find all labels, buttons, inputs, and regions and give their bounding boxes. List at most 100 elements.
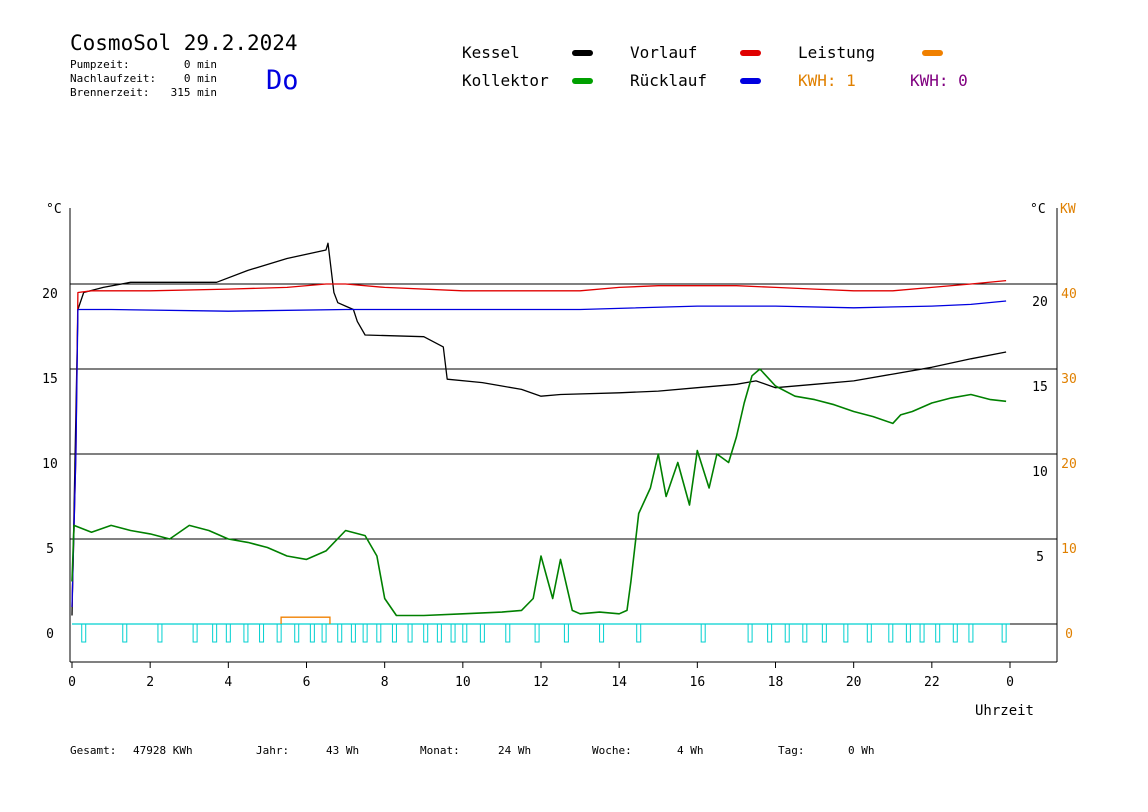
right-power-tick-label: 10 <box>1061 542 1077 557</box>
pump-pulse <box>321 623 327 643</box>
pump-pulse <box>337 623 343 643</box>
left-tick-label: 5 <box>46 542 54 557</box>
footer-woche-label: Woche: <box>592 744 632 757</box>
right-temp-tick-label: 15 <box>1032 380 1048 395</box>
x-tick-label: 18 <box>768 675 784 690</box>
footer-woche-value: 4 Wh <box>677 744 704 757</box>
left-tick-label: 10 <box>42 457 58 472</box>
pump-pulses <box>72 623 1010 643</box>
footer-monat-value: 24 Wh <box>498 744 531 757</box>
pump-pulse <box>450 623 456 643</box>
pump-pulse <box>843 623 849 643</box>
pump-pulse <box>350 623 356 643</box>
legend-label-leistung: Leistung <box>798 43 875 62</box>
pump-pulse <box>122 623 128 643</box>
pump-pulse <box>821 623 827 643</box>
pump-pulse <box>935 623 941 643</box>
pump-pulse <box>599 623 605 643</box>
stat-pumpzeit-label: Pumpzeit: <box>70 58 130 71</box>
right-power-tick-label: 0 <box>1065 627 1073 642</box>
x-tick-label: 0 <box>1006 675 1014 690</box>
right-axis-power-unit: KW <box>1060 202 1076 217</box>
left-axis-ticks: 0 5 10 15 20 <box>42 287 58 642</box>
pump-pulse <box>276 623 282 643</box>
pump-pulse <box>534 623 540 643</box>
legend-label-kollektor: Kollektor <box>462 71 549 90</box>
x-tick-label: 16 <box>690 675 706 690</box>
x-tick-label: 6 <box>303 675 311 690</box>
pump-pulse <box>192 623 198 643</box>
x-tick-label: 14 <box>611 675 627 690</box>
pump-pulse <box>919 623 925 643</box>
legend: Kessel Vorlauf Leistung Kollektor Rückla… <box>462 43 968 90</box>
pump-pulse <box>866 623 872 643</box>
pump-pulse <box>362 623 368 643</box>
pump-pulse <box>747 623 753 643</box>
x-tick-label: 22 <box>924 675 940 690</box>
x-axis-label: Uhrzeit <box>975 703 1034 719</box>
pump-pulse <box>767 623 773 643</box>
right-axis-power-ticks: 0 10 20 30 40 <box>1061 287 1077 642</box>
pump-pulse <box>259 623 265 643</box>
pump-pulse <box>968 623 974 643</box>
right-temp-tick-label: 5 <box>1036 550 1044 565</box>
footer-gesamt-label: Gesamt: <box>70 744 116 757</box>
pump-pulse <box>905 623 911 643</box>
footer-jahr-label: Jahr: <box>256 744 289 757</box>
pump-pulse <box>700 623 706 643</box>
footer-stats: Gesamt: 47928 KWh Jahr: 43 Wh Monat: 24 … <box>70 744 875 757</box>
page-title: CosmoSol 29.2.2024 <box>70 31 298 55</box>
right-power-tick-label: 20 <box>1061 457 1077 472</box>
right-axis-temp-ticks: 5 10 15 20 <box>1032 295 1048 565</box>
left-tick-label: 15 <box>42 372 58 387</box>
x-tick-label: 0 <box>68 675 76 690</box>
pump-pulse <box>802 623 808 643</box>
series-line-kessel <box>71 242 1007 616</box>
right-power-tick-label: 30 <box>1061 372 1077 387</box>
pump-pulse <box>636 623 642 643</box>
header-stats: Pumpzeit: 0 min Nachlaufzeit: 0 min Bren… <box>70 58 217 99</box>
weekday-label: Do <box>266 65 299 96</box>
pump-pulse <box>294 623 300 643</box>
legend-label-vorlauf: Vorlauf <box>630 43 697 62</box>
pump-pulse <box>423 623 429 643</box>
footer-tag-label: Tag: <box>778 744 805 757</box>
x-tick-label: 4 <box>224 675 232 690</box>
pump-pulse <box>436 623 442 643</box>
series-line-ruecklauf <box>71 300 1007 608</box>
legend-kwh-2: KWH: 0 <box>910 71 968 90</box>
x-axis-ticks: 0 2 4 6 8 10 12 14 16 18 20 22 0 <box>68 662 1014 690</box>
series-line-kollektor <box>71 368 1007 617</box>
footer-monat-label: Monat: <box>420 744 460 757</box>
pump-pulse <box>784 623 790 643</box>
pump-pulse <box>157 623 163 643</box>
x-tick-label: 12 <box>533 675 549 690</box>
x-tick-label: 10 <box>455 675 471 690</box>
x-tick-label: 8 <box>381 675 389 690</box>
stat-nachlaufzeit-value: 0 min <box>184 72 217 85</box>
legend-label-kessel: Kessel <box>462 43 520 62</box>
series-line-vorlauf <box>71 279 1007 608</box>
stat-pumpzeit-value: 0 min <box>184 58 217 71</box>
stat-nachlaufzeit-label: Nachlaufzeit: <box>70 72 156 85</box>
pump-pulse <box>888 623 894 643</box>
pump-pulse <box>212 623 218 643</box>
footer-tag-value: 0 Wh <box>848 744 875 757</box>
x-tick-label: 20 <box>846 675 862 690</box>
legend-kwh-1: KWH: 1 <box>798 71 856 90</box>
stat-brennerzeit-label: Brennerzeit: <box>70 86 149 99</box>
left-axis-unit: °C <box>46 202 62 217</box>
pump-pulse <box>225 623 231 643</box>
pump-pulse <box>505 623 511 643</box>
left-tick-label: 20 <box>42 287 58 302</box>
pump-pulse <box>391 623 397 643</box>
footer-jahr-value: 43 Wh <box>326 744 359 757</box>
legend-label-ruecklauf: Rücklauf <box>630 71 707 90</box>
pump-pulse <box>563 623 569 643</box>
pump-pulse <box>479 623 485 643</box>
footer-gesamt-value: 47928 KWh <box>133 744 193 757</box>
right-temp-tick-label: 20 <box>1032 295 1048 310</box>
pump-pulse <box>81 623 87 643</box>
pump-pulse <box>376 623 382 643</box>
